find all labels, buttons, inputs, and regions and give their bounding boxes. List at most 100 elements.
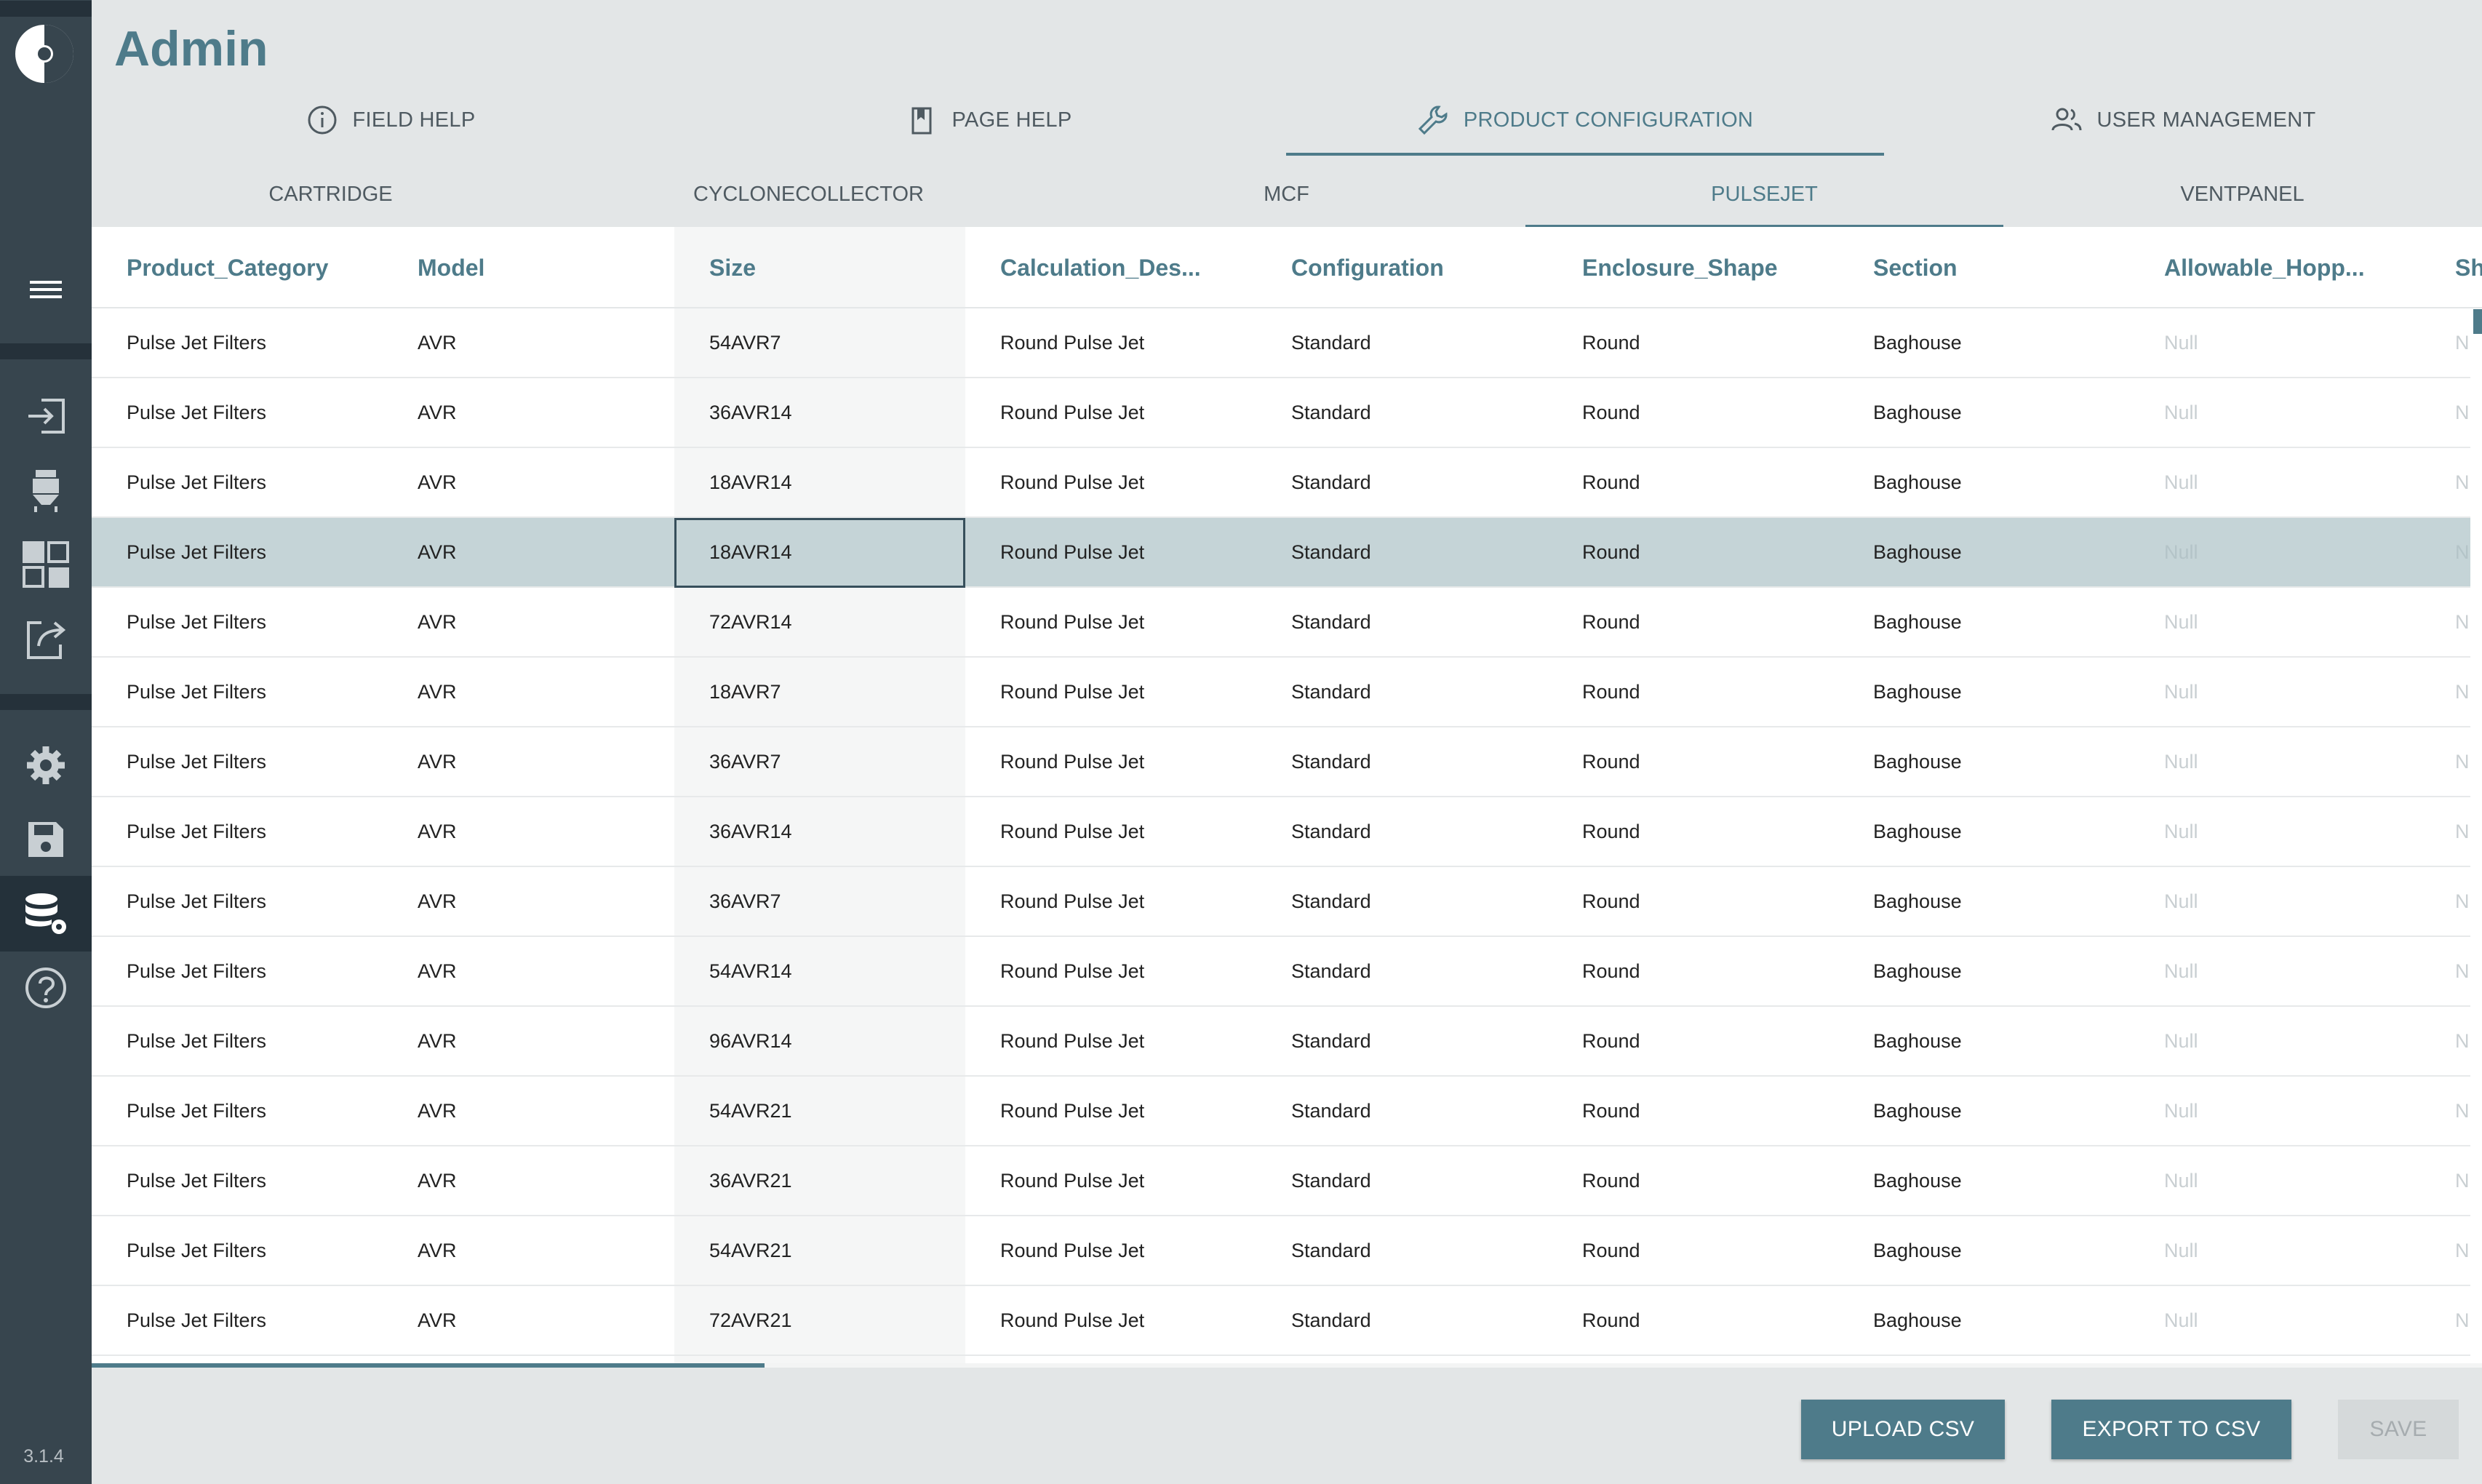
cell-allowable-hopper[interactable]: Null bbox=[2164, 331, 2198, 354]
cell-configuration[interactable]: Standard bbox=[1291, 401, 1371, 423]
cell-shape[interactable]: N bbox=[2455, 680, 2470, 703]
cell-calculation-description[interactable]: Round Pulse Jet bbox=[1000, 750, 1145, 773]
cell-model[interactable]: AVR bbox=[418, 1309, 457, 1331]
cell-shape[interactable]: N bbox=[2455, 960, 2470, 982]
cell-model[interactable]: AVR bbox=[418, 960, 457, 982]
table-row[interactable]: Pulse Jet Filters AVR 54AVR21 Round Pulse J… bbox=[92, 1077, 2470, 1146]
table-row[interactable]: Pulse Jet Filters AVR 54AVR7 Round Pulse Je… bbox=[92, 308, 2470, 378]
cell-size[interactable]: 36AVR14 bbox=[709, 401, 792, 423]
cell-product-category[interactable]: Pulse Jet Filters bbox=[127, 471, 267, 493]
table-row[interactable]: Pulse Jet Filters AVR 18AVR7 Round Pulse Je… bbox=[92, 658, 2470, 727]
cell-enclosure-shape[interactable]: Round bbox=[1582, 1099, 1640, 1122]
export-to-csv-button[interactable]: EXPORT TO CSV bbox=[2051, 1400, 2291, 1459]
cell-calculation-description[interactable]: Round Pulse Jet bbox=[1000, 890, 1145, 912]
cell-model[interactable]: AVR bbox=[418, 1169, 457, 1192]
cell-allowable-hopper[interactable]: Null bbox=[2164, 1309, 2198, 1331]
cell-enclosure-shape[interactable]: Round bbox=[1582, 610, 1640, 633]
menu-button[interactable] bbox=[0, 252, 92, 327]
cell-allowable-hopper[interactable]: Null bbox=[2164, 890, 2198, 912]
cell-model[interactable]: AVR bbox=[418, 1029, 457, 1052]
cell-section[interactable]: Baghouse bbox=[1873, 1029, 1962, 1052]
cell-product-category[interactable]: Pulse Jet Filters bbox=[127, 1099, 267, 1122]
cell-product-category[interactable]: Pulse Jet Filters bbox=[127, 750, 267, 773]
table-row[interactable]: Pulse Jet Filters AVR 96AVR14 Round Pulse J… bbox=[92, 1007, 2470, 1077]
cell-enclosure-shape[interactable]: Round bbox=[1582, 1239, 1640, 1261]
cell-allowable-hopper[interactable]: Null bbox=[2164, 680, 2198, 703]
cell-allowable-hopper[interactable]: Null bbox=[2164, 1029, 2198, 1052]
cell-allowable-hopper[interactable]: Null bbox=[2164, 1099, 2198, 1122]
export-button[interactable] bbox=[0, 601, 92, 677]
cell-enclosure-shape[interactable]: Round bbox=[1582, 890, 1640, 912]
cell-size[interactable]: 36AVR21 bbox=[709, 1169, 792, 1192]
cell-size[interactable]: 54AVR21 bbox=[709, 1239, 792, 1261]
cell-model[interactable]: AVR bbox=[418, 890, 457, 912]
cell-product-category[interactable]: Pulse Jet Filters bbox=[127, 960, 267, 982]
cell-configuration[interactable]: Standard bbox=[1291, 610, 1371, 633]
cell-enclosure-shape[interactable]: Round bbox=[1582, 750, 1640, 773]
cell-size[interactable]: 36AVR14 bbox=[709, 820, 792, 842]
cell-enclosure-shape[interactable]: Round bbox=[1582, 331, 1640, 354]
cell-enclosure-shape[interactable]: Round bbox=[1582, 1309, 1640, 1331]
cell-size[interactable]: 72AVR21 bbox=[709, 1309, 792, 1331]
cell-calculation-description[interactable]: Round Pulse Jet bbox=[1000, 960, 1145, 982]
baghouse-button[interactable] bbox=[0, 451, 92, 527]
cell-model[interactable]: AVR bbox=[418, 401, 457, 423]
cell-section[interactable]: Baghouse bbox=[1873, 680, 1962, 703]
tab-cartridge[interactable]: CARTRIDGE bbox=[268, 182, 393, 206]
cell-allowable-hopper[interactable]: Null bbox=[2164, 820, 2198, 842]
cell-calculation-description[interactable]: Round Pulse Jet bbox=[1000, 1169, 1145, 1192]
cell-configuration[interactable]: Standard bbox=[1291, 750, 1371, 773]
cell-allowable-hopper[interactable]: Null bbox=[2164, 471, 2198, 493]
help-button[interactable] bbox=[0, 950, 92, 1026]
tab-page-help[interactable]: PAGE HELP bbox=[690, 87, 1288, 153]
table-row[interactable]: Pulse Jet Filters AVR 36AVR21 Round Pulse J… bbox=[92, 1146, 2470, 1216]
table-row[interactable]: Pulse Jet Filters AVR 72AVR21 Round Pulse J… bbox=[92, 1286, 2470, 1356]
cell-product-category[interactable]: Pulse Jet Filters bbox=[127, 540, 267, 563]
cell-allowable-hopper[interactable]: Null bbox=[2164, 540, 2198, 563]
cell-calculation-description[interactable]: Round Pulse Jet bbox=[1000, 680, 1145, 703]
cell-section[interactable]: Baghouse bbox=[1873, 960, 1962, 982]
cell-allowable-hopper[interactable]: Null bbox=[2164, 1239, 2198, 1261]
cell-calculation-description[interactable]: Round Pulse Jet bbox=[1000, 1099, 1145, 1122]
cell-allowable-hopper[interactable]: Null bbox=[2164, 610, 2198, 633]
cell-shape[interactable]: N bbox=[2455, 890, 2470, 912]
cell-allowable-hopper[interactable]: Null bbox=[2164, 750, 2198, 773]
cell-configuration[interactable]: Standard bbox=[1291, 680, 1371, 703]
column-header-configuration[interactable]: Configuration bbox=[1291, 254, 1444, 281]
cell-allowable-hopper[interactable]: Null bbox=[2164, 401, 2198, 423]
cell-section[interactable]: Baghouse bbox=[1873, 890, 1962, 912]
cell-enclosure-shape[interactable]: Round bbox=[1582, 960, 1640, 982]
cell-shape[interactable]: N bbox=[2455, 1029, 2470, 1052]
cell-enclosure-shape[interactable]: Round bbox=[1582, 471, 1640, 493]
cell-configuration[interactable]: Standard bbox=[1291, 1309, 1371, 1331]
cell-calculation-description[interactable]: Round Pulse Jet bbox=[1000, 401, 1145, 423]
cell-model[interactable]: AVR bbox=[418, 331, 457, 354]
cell-shape[interactable]: N bbox=[2455, 540, 2470, 563]
column-header-product-category[interactable]: Product_Category bbox=[127, 254, 329, 281]
cell-configuration[interactable]: Standard bbox=[1291, 540, 1371, 563]
cell-configuration[interactable]: Standard bbox=[1291, 960, 1371, 982]
cell-shape[interactable]: N bbox=[2455, 1099, 2470, 1122]
cell-section[interactable]: Baghouse bbox=[1873, 750, 1962, 773]
cell-size[interactable]: 36AVR7 bbox=[709, 750, 781, 773]
column-header-model[interactable]: Model bbox=[418, 254, 485, 281]
tab-field-help[interactable]: FIELD HELP bbox=[92, 87, 690, 153]
cell-calculation-description[interactable]: Round Pulse Jet bbox=[1000, 820, 1145, 842]
tab-ventpanel[interactable]: VENTPANEL bbox=[2180, 182, 2305, 206]
column-header-size[interactable]: Size bbox=[709, 254, 757, 281]
column-header-allowable-hopper[interactable]: Allowable_Hopp... bbox=[2164, 254, 2365, 281]
column-header-enclosure-shape[interactable]: Enclosure_Shape bbox=[1582, 254, 1778, 281]
cell-calculation-description[interactable]: Round Pulse Jet bbox=[1000, 1309, 1145, 1331]
cell-allowable-hopper[interactable]: Null bbox=[2164, 960, 2198, 982]
cell-enclosure-shape[interactable]: Round bbox=[1582, 401, 1640, 423]
cell-configuration[interactable]: Standard bbox=[1291, 471, 1371, 493]
cell-section[interactable]: Baghouse bbox=[1873, 820, 1962, 842]
save-button[interactable]: SAVE bbox=[2338, 1400, 2459, 1459]
login-button[interactable] bbox=[0, 378, 92, 454]
save-nav-button[interactable] bbox=[0, 802, 92, 877]
cell-section[interactable]: Baghouse bbox=[1873, 610, 1962, 633]
upload-csv-button[interactable]: UPLOAD CSV bbox=[1801, 1400, 2005, 1459]
cell-configuration[interactable]: Standard bbox=[1291, 331, 1371, 354]
table-row[interactable]: Pulse Jet Filters AVR 18AVR14 Round Pulse J… bbox=[92, 448, 2470, 518]
horizontal-scrollbar-thumb[interactable] bbox=[92, 1363, 765, 1368]
